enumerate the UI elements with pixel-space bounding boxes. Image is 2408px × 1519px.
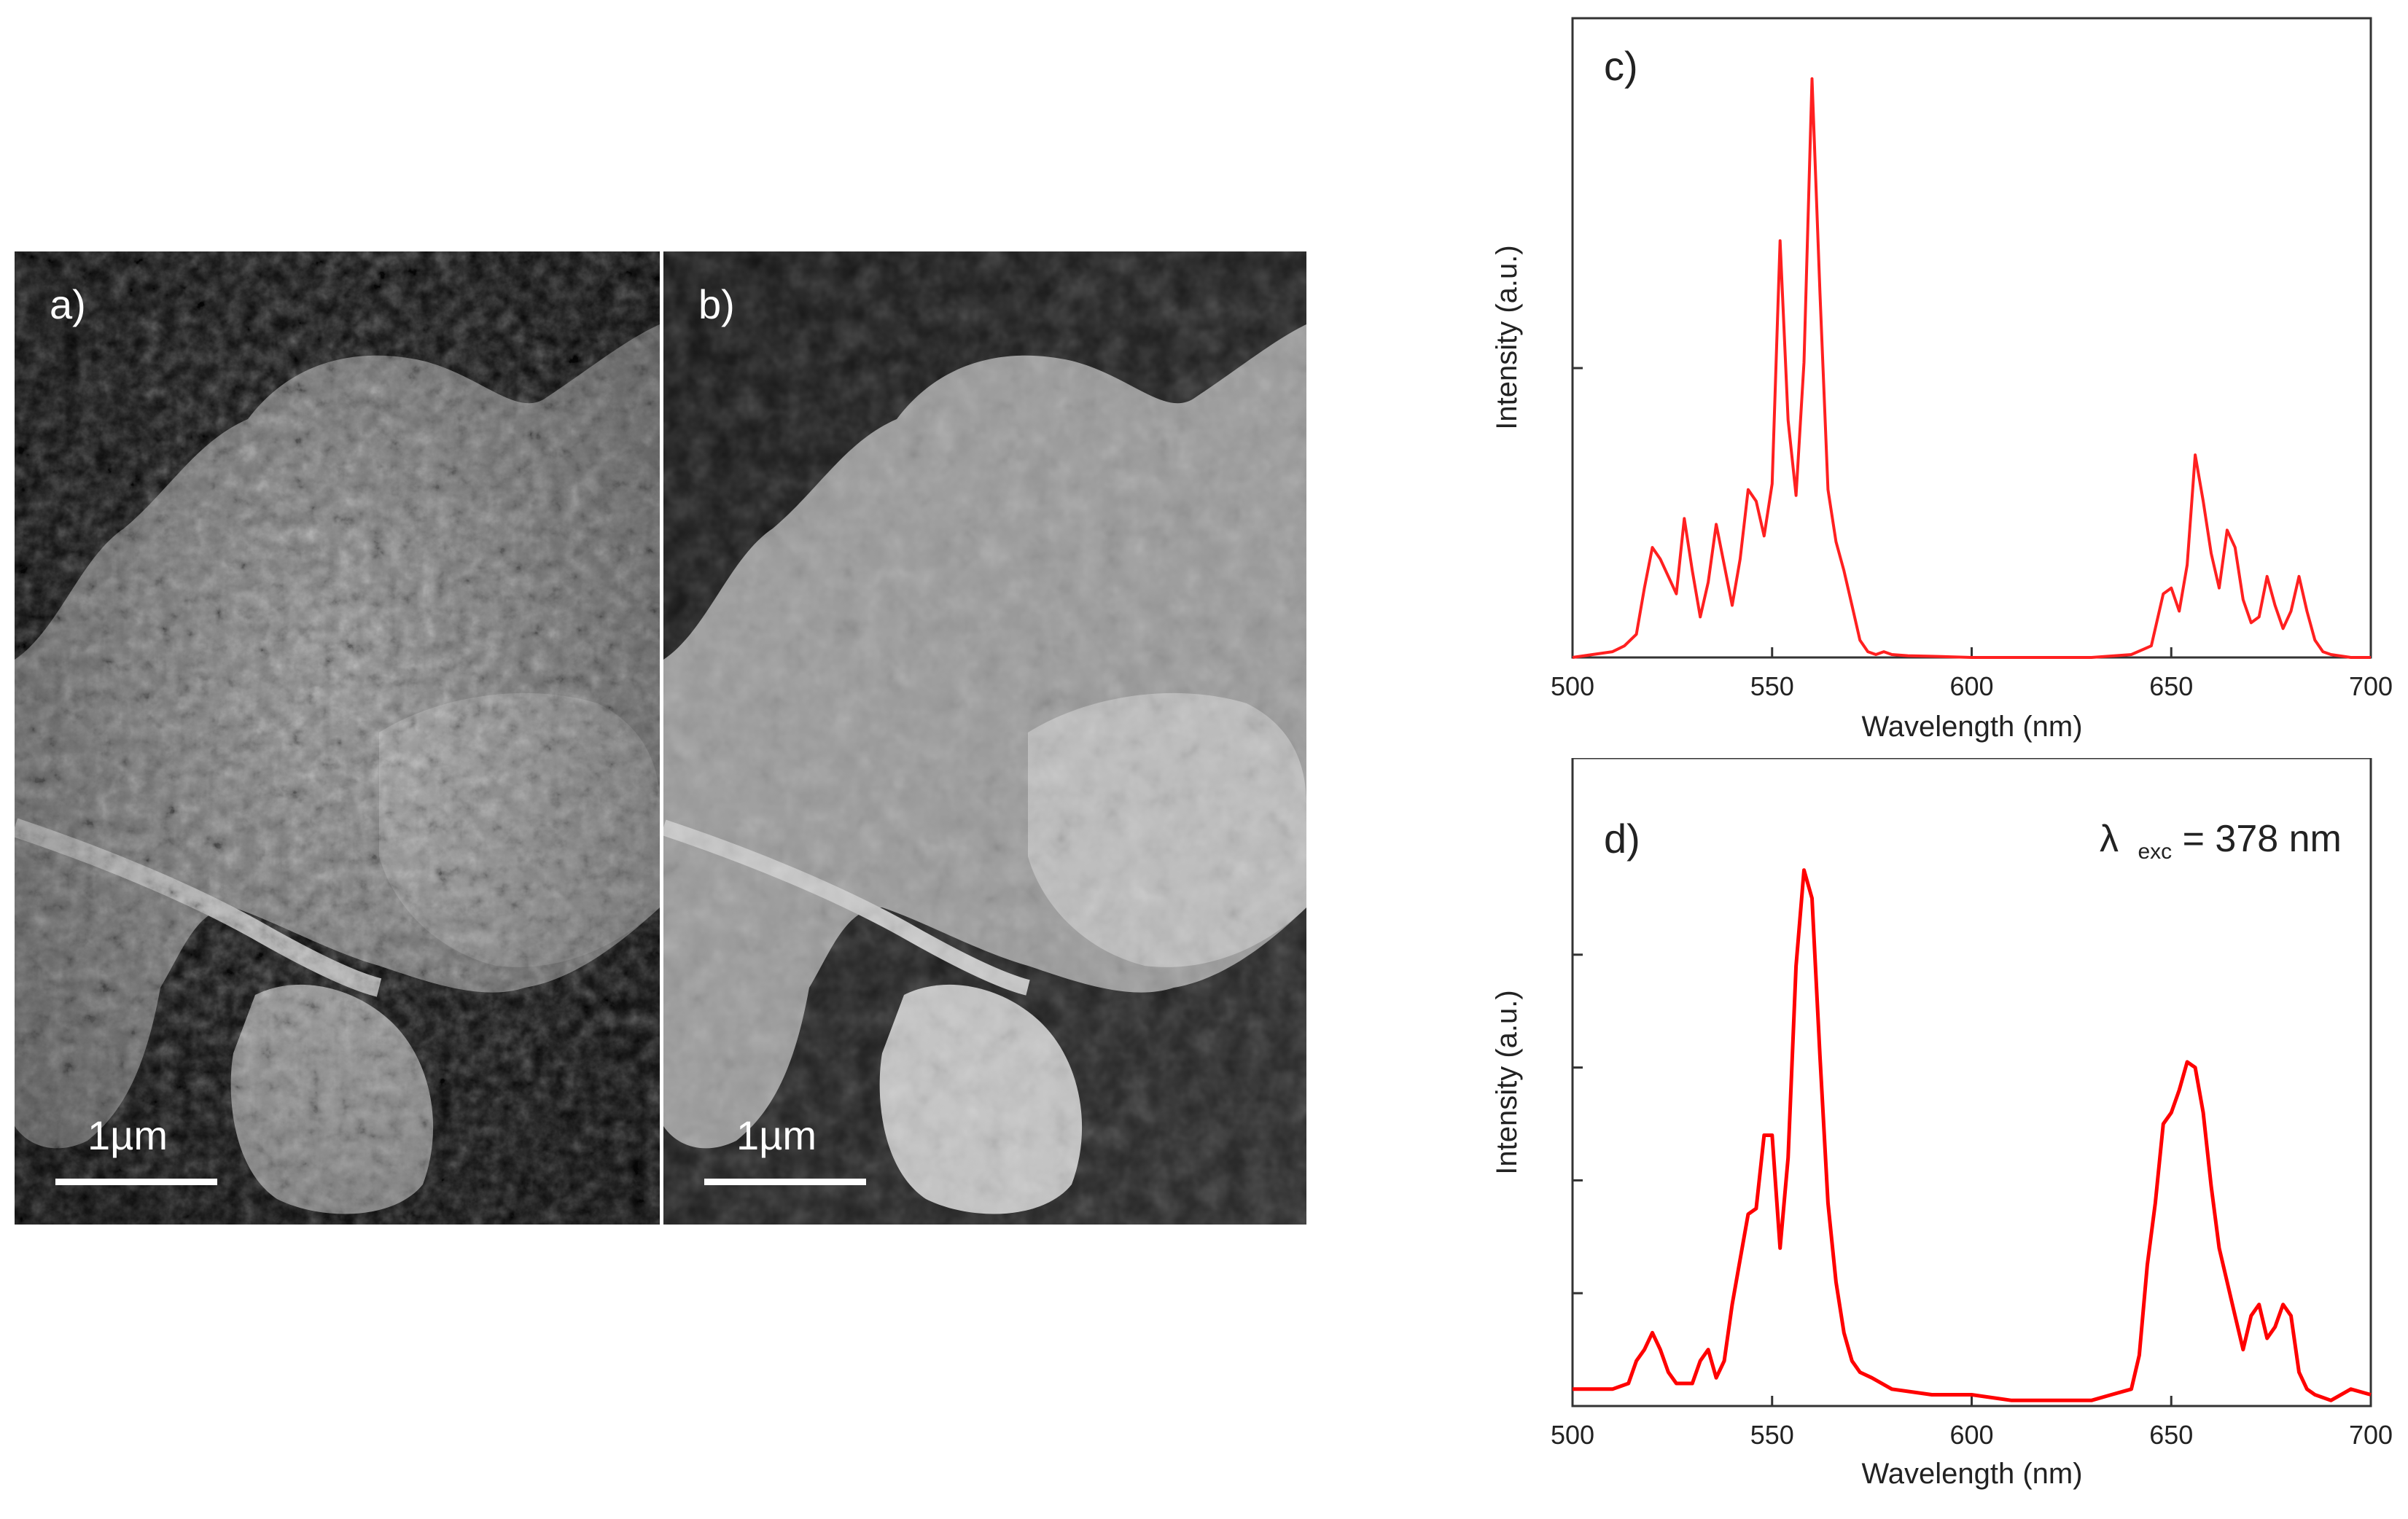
chart-d-panel-label: d) [1604,816,1640,862]
scale-bar-label-a: 1µm [87,1112,168,1158]
sem-image-b: b) 1µm [663,251,1306,1225]
x-tick-label: 600 [1949,1420,1993,1450]
scale-bar-b [704,1179,866,1185]
chart-c-y-axis-label: Intensity (a.u.) [1491,245,1523,429]
chart-c-x-axis-label: Wavelength (nm) [1861,711,2082,743]
chart-d: 500 550 600 650 700 d) λ exc = 378 nm Wavele… [1458,757,2408,1515]
chart-d-annotation: λ exc = 378 nm [2100,818,2342,867]
chart-c-x-ticks: 500 550 600 650 700 [1551,647,2393,701]
x-tick-label: 550 [1750,671,1794,701]
x-tick-label: 600 [1949,671,1993,701]
scale-bar-a [55,1179,217,1185]
scale-bar-label-b: 1µm [736,1112,817,1158]
x-tick-label: 500 [1551,671,1594,701]
sem-texture-b [663,251,1306,1225]
chart-c-series-line [1572,77,2371,659]
chart-d-series-line [1573,868,2372,1402]
sem-image-a: a) 1µm [15,251,660,1225]
chart-c: 500 550 600 650 700 c) Wavelength (nm) Inten… [1458,0,2408,758]
chart-d-y-ticks [1573,953,1583,1295]
sem-texture-a [15,251,660,1225]
chart-d-y-axis-label: Intensity (a.u.) [1491,990,1523,1174]
x-tick-label: 500 [1551,1420,1594,1450]
panel-label-b: b) [698,281,735,327]
x-tick-label: 700 [2349,1420,2393,1450]
chart-d-svg: 500 550 600 650 700 d) λ exc = 378 nm Wavele… [1491,757,2393,1490]
chart-c-svg: 500 550 600 650 700 c) Wavelength (nm) Inten… [1491,17,2393,743]
x-tick-label: 550 [1750,1420,1794,1450]
chart-d-annotation-rest: = 378 nm [2183,818,2342,860]
chart-c-panel-label: c) [1604,43,1638,89]
chart-d-x-ticks: 500 550 600 650 700 [1551,1396,2393,1450]
x-tick-label: 650 [2149,671,2193,701]
chart-d-annotation-lambda: λ [2100,818,2119,860]
chart-d-annotation-sub: exc [2138,840,2172,864]
x-tick-label: 650 [2149,1420,2193,1450]
x-tick-label: 700 [2349,671,2393,701]
panel-label-a: a) [50,281,86,327]
chart-d-x-axis-label: Wavelength (nm) [1861,1458,2082,1490]
